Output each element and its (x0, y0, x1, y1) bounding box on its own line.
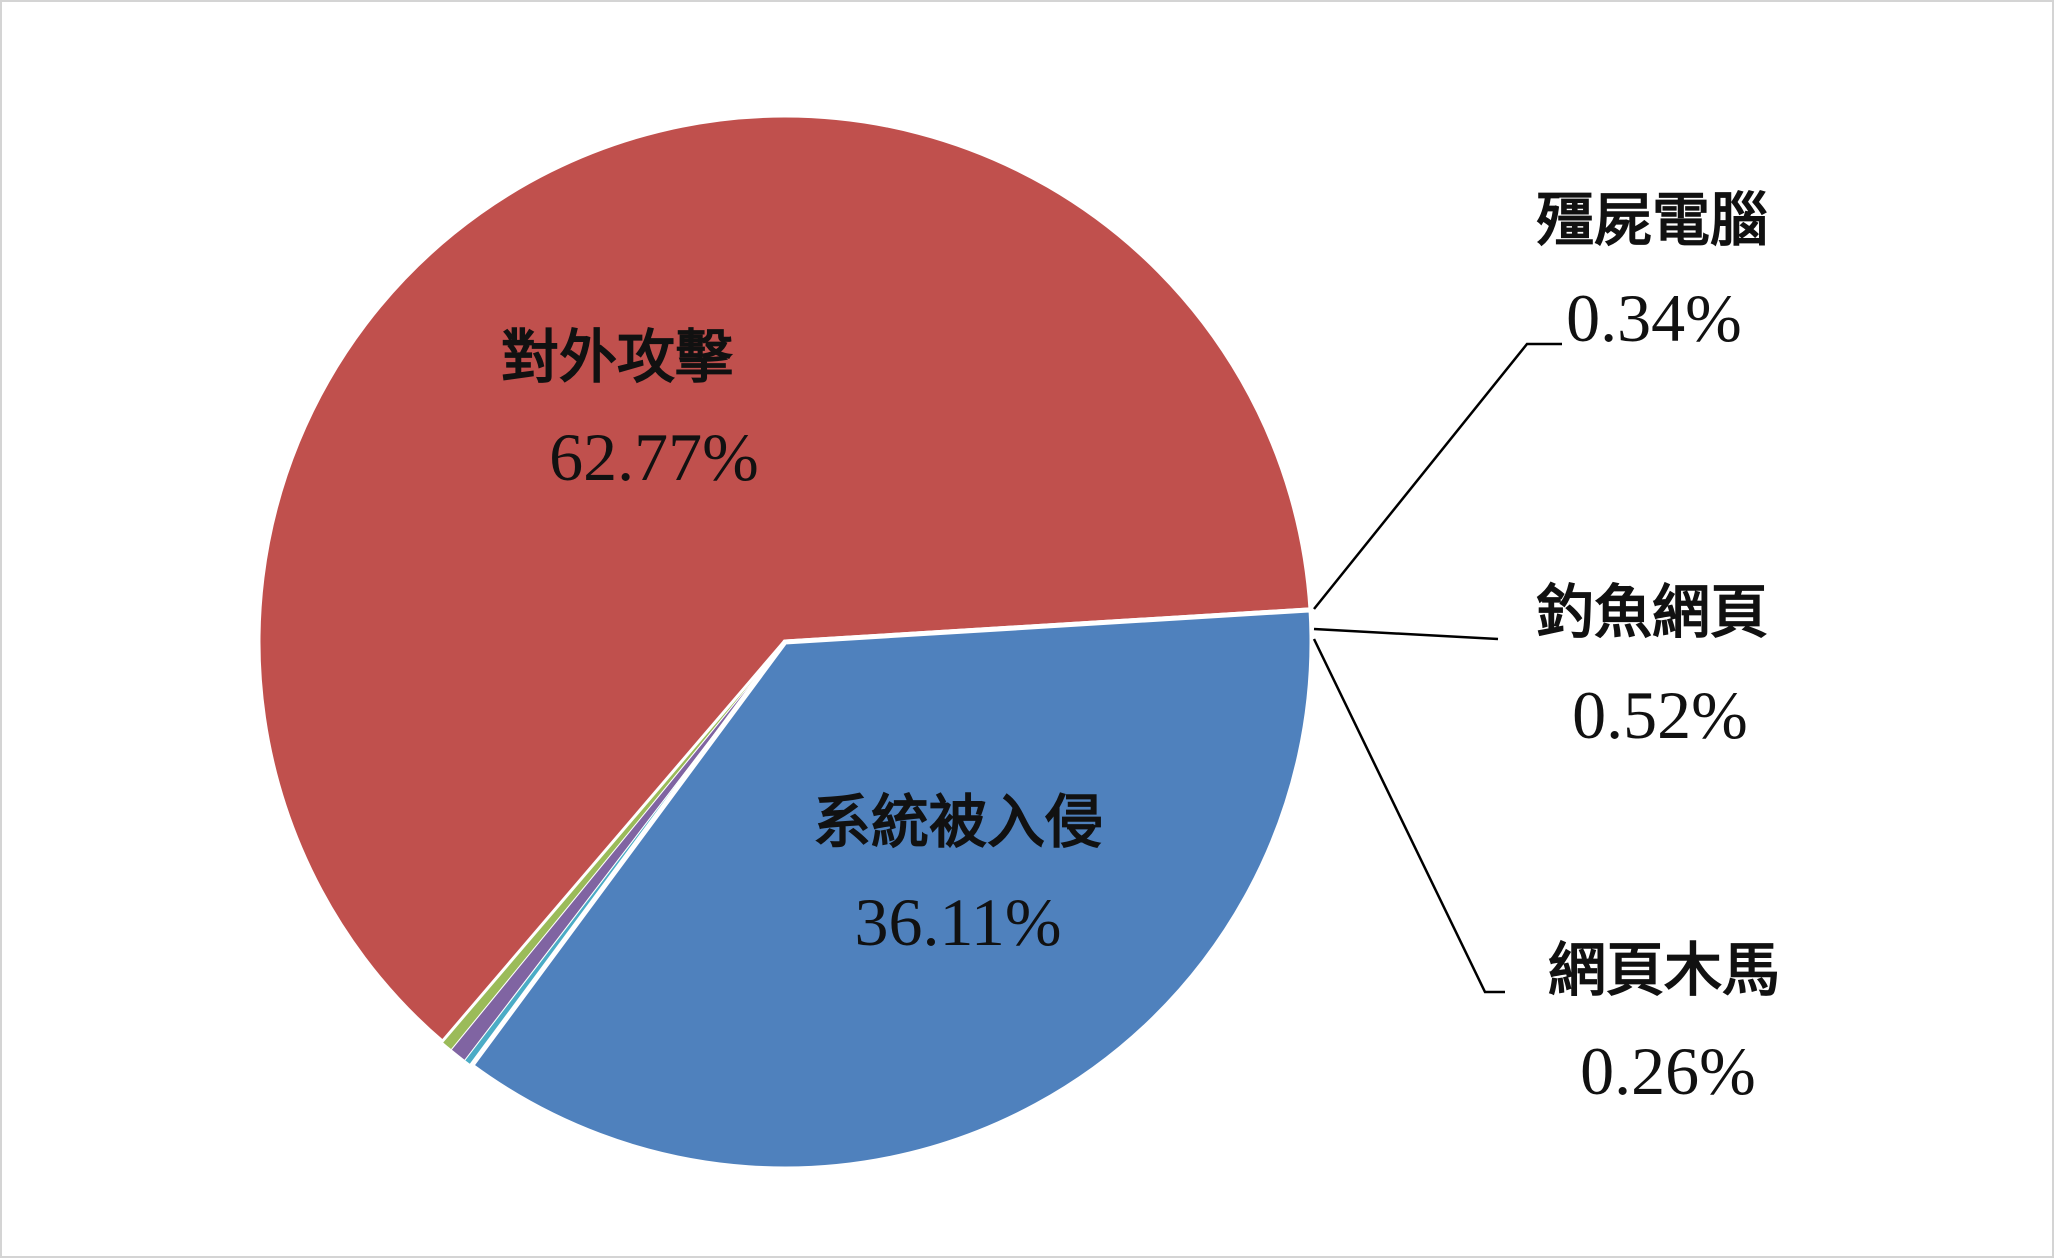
label-phishing-page: 釣魚網頁 0.52% (1536, 578, 1768, 753)
label-value-phishing-page: 0.52% (1572, 677, 1748, 753)
leader-line-web-trojan (1312, 638, 1505, 994)
label-value-web-trojan: 0.26% (1580, 1033, 1756, 1109)
label-name-phishing-page: 釣魚網頁 (1536, 578, 1768, 646)
slice-external-attack (255, 112, 1314, 1047)
slice-system-intrusion (468, 607, 1315, 1172)
leader-line-zombie-computer (1313, 342, 1562, 610)
label-value-zombie-computer: 0.34% (1566, 280, 1742, 356)
leader-lines (1312, 342, 1562, 994)
label-value-external-attack: 62.77% (549, 419, 759, 495)
label-name-external-attack: 對外攻擊 (501, 323, 734, 391)
label-system-intrusion: 系統被入侵 36.11% (813, 788, 1103, 960)
label-name-system-intrusion: 系統被入侵 (813, 788, 1103, 856)
label-name-zombie-computer: 殭屍電腦 (1536, 186, 1768, 254)
label-web-trojan: 網頁木馬 0.26% (1548, 936, 1780, 1109)
pie-slices (255, 112, 1315, 1172)
label-zombie-computer: 殭屍電腦 0.34% (1536, 186, 1768, 356)
label-name-web-trojan: 網頁木馬 (1548, 936, 1780, 1004)
label-external-attack: 對外攻擊 62.77% (501, 323, 759, 495)
leader-line-phishing-page (1313, 627, 1499, 641)
label-value-system-intrusion: 36.11% (854, 884, 1061, 960)
